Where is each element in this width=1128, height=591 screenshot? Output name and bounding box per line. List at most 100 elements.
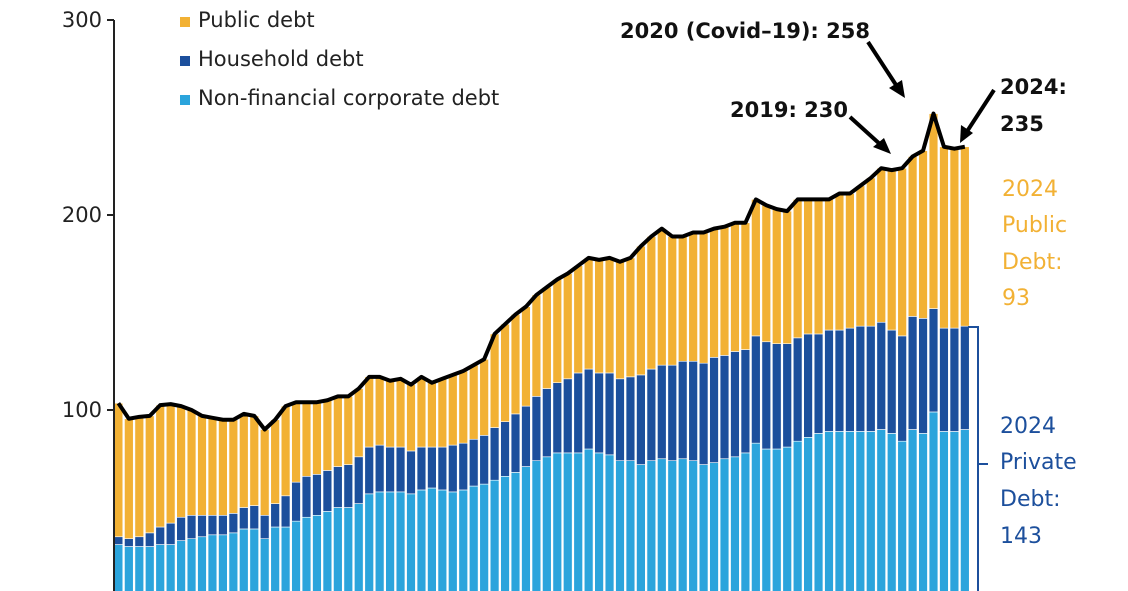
bar-household-16 bbox=[280, 495, 291, 528]
bar-household-37 bbox=[500, 421, 510, 477]
bar-corporate-60 bbox=[740, 452, 751, 591]
bar-household-43 bbox=[563, 378, 573, 454]
bar-corporate-67 bbox=[813, 433, 824, 591]
bar-household-48 bbox=[615, 378, 625, 461]
legend-swatch-corporate bbox=[180, 95, 190, 105]
bar-corporate-32 bbox=[448, 491, 458, 591]
bar-household-22 bbox=[343, 464, 353, 508]
bar-household-63 bbox=[772, 343, 782, 450]
bar-public-37 bbox=[500, 323, 510, 423]
annotation-2019: 2019: 230 bbox=[730, 98, 848, 122]
bar-corporate-76 bbox=[907, 429, 918, 591]
legend: Public debt Household debt Non-financial c… bbox=[180, 8, 499, 110]
bar-household-28 bbox=[406, 450, 416, 495]
private-side-label-line-3: 143 bbox=[1000, 524, 1042, 549]
bar-public-25 bbox=[374, 376, 385, 446]
bar-corporate-53 bbox=[667, 460, 677, 591]
bar-household-3 bbox=[145, 532, 155, 547]
bar-corporate-31 bbox=[437, 489, 448, 591]
bar-public-45 bbox=[583, 257, 594, 370]
bar-public-4 bbox=[155, 404, 165, 528]
bar-public-9 bbox=[207, 417, 218, 516]
bar-public-20 bbox=[322, 399, 333, 471]
bar-corporate-7 bbox=[186, 538, 197, 591]
bar-public-77 bbox=[918, 150, 928, 319]
bar-household-42 bbox=[552, 382, 563, 454]
bar-corporate-38 bbox=[510, 472, 521, 591]
bar-corporate-42 bbox=[552, 452, 563, 591]
bar-corporate-12 bbox=[239, 528, 249, 591]
bar-corporate-44 bbox=[573, 452, 583, 591]
bar-household-75 bbox=[897, 335, 907, 442]
bar-corporate-59 bbox=[730, 456, 740, 591]
bar-household-59 bbox=[730, 351, 740, 458]
bar-public-52 bbox=[657, 228, 667, 366]
bar-public-73 bbox=[876, 167, 886, 323]
bar-corporate-65 bbox=[792, 440, 803, 591]
bar-public-66 bbox=[803, 199, 813, 335]
bar-household-8 bbox=[197, 514, 207, 538]
bar-household-51 bbox=[646, 368, 657, 461]
bar-corporate-58 bbox=[719, 458, 730, 591]
bar-public-74 bbox=[886, 169, 897, 331]
bar-corporate-45 bbox=[583, 448, 594, 591]
bar-public-18 bbox=[301, 401, 312, 477]
bar-household-73 bbox=[876, 321, 886, 430]
bar-household-62 bbox=[761, 341, 772, 450]
y-tick-label-100: 100 bbox=[62, 398, 102, 422]
bar-household-6 bbox=[176, 516, 186, 541]
bar-corporate-78 bbox=[928, 411, 939, 591]
bar-household-25 bbox=[374, 444, 385, 493]
bar-corporate-15 bbox=[270, 526, 280, 591]
bar-household-76 bbox=[907, 316, 918, 430]
bar-corporate-14 bbox=[259, 538, 270, 591]
bar-corporate-77 bbox=[918, 433, 928, 591]
bar-public-13 bbox=[249, 415, 259, 506]
y-tick-label-300: 300 bbox=[62, 8, 102, 32]
bar-household-69 bbox=[834, 329, 845, 432]
bar-public-38 bbox=[510, 314, 521, 415]
bar-household-39 bbox=[521, 405, 531, 467]
y-axis: 100 200 300 bbox=[62, 8, 115, 591]
bar-corporate-49 bbox=[625, 460, 636, 591]
bar-household-18 bbox=[301, 475, 312, 518]
bar-corporate-6 bbox=[176, 540, 186, 591]
total-debt-line-layer bbox=[116, 111, 966, 432]
bar-public-43 bbox=[563, 273, 573, 380]
bar-public-8 bbox=[197, 415, 207, 516]
bar-household-60 bbox=[740, 349, 751, 454]
bar-corporate-0 bbox=[113, 544, 124, 591]
bar-corporate-23 bbox=[354, 503, 364, 591]
bar-corporate-28 bbox=[406, 493, 416, 591]
bar-public-16 bbox=[280, 405, 291, 497]
bar-public-35 bbox=[479, 358, 489, 436]
bar-household-15 bbox=[270, 503, 280, 528]
bar-household-21 bbox=[333, 466, 343, 508]
bar-corporate-35 bbox=[479, 483, 489, 591]
bar-corporate-41 bbox=[542, 456, 552, 591]
bar-public-47 bbox=[604, 257, 615, 374]
bar-public-65 bbox=[792, 199, 803, 339]
bar-household-23 bbox=[354, 456, 364, 504]
bar-household-41 bbox=[542, 388, 552, 458]
bar-public-71 bbox=[855, 185, 866, 327]
bar-corporate-50 bbox=[636, 464, 646, 591]
bar-household-17 bbox=[291, 481, 301, 522]
bar-public-3 bbox=[145, 415, 155, 534]
bar-public-7 bbox=[186, 409, 197, 516]
bar-public-48 bbox=[615, 261, 625, 380]
bar-household-33 bbox=[458, 442, 468, 491]
bar-public-79 bbox=[939, 146, 949, 329]
bar-corporate-21 bbox=[333, 507, 343, 591]
bar-corporate-26 bbox=[385, 491, 395, 591]
bar-corporate-37 bbox=[500, 475, 510, 591]
bar-corporate-79 bbox=[939, 431, 949, 591]
bar-public-58 bbox=[719, 226, 730, 356]
bar-corporate-71 bbox=[855, 431, 866, 591]
bar-household-27 bbox=[395, 446, 406, 493]
bar-public-75 bbox=[897, 167, 907, 337]
bar-household-78 bbox=[928, 308, 939, 413]
bar-household-35 bbox=[479, 435, 489, 485]
bar-corporate-13 bbox=[249, 528, 259, 591]
